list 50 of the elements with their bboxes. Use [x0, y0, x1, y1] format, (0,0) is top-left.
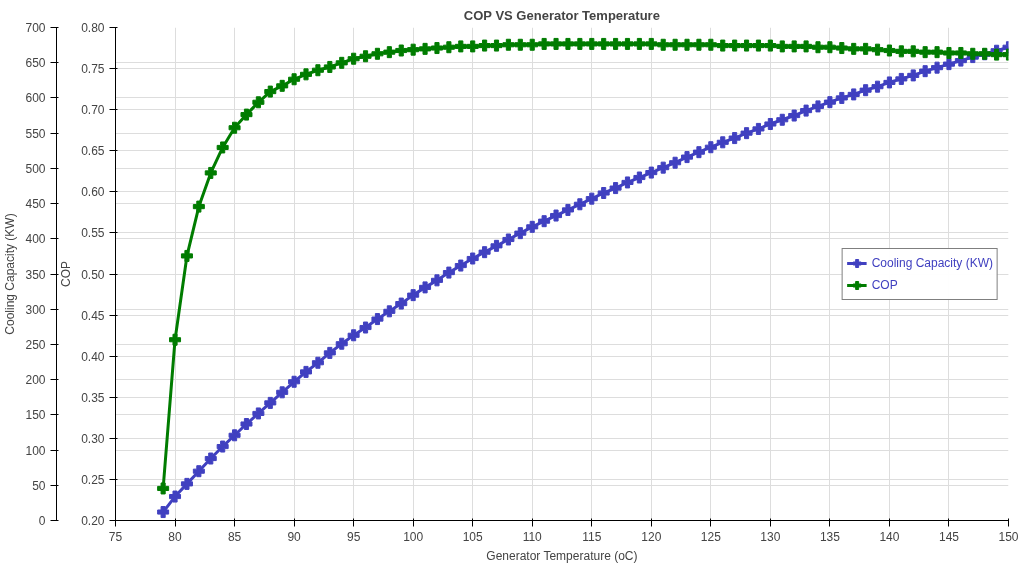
y2-tick-label: 0.45 [81, 308, 105, 323]
y2-axis-title: COP [59, 260, 74, 287]
y-tick-label: 200 [25, 373, 46, 388]
y-tick-label: 650 [25, 56, 46, 71]
x-tick-label: 135 [819, 529, 841, 544]
y-tick-label: 550 [25, 126, 46, 141]
y-tick-label: 0 [38, 514, 46, 528]
y-tick-label: 450 [25, 197, 46, 212]
y2-tick-label: 0.80 [81, 21, 105, 35]
x-tick-label: 115 [582, 529, 602, 544]
y-tick-label: 300 [25, 302, 46, 317]
y-tick-label: 100 [25, 443, 46, 458]
y2-tick-label: 0.65 [81, 144, 105, 159]
y-tick-label: 500 [25, 161, 46, 176]
y-tick-label: 350 [25, 267, 46, 282]
y2-tick-label: 0.75 [81, 62, 105, 77]
y2-tick-label: 0.60 [81, 185, 105, 200]
y2-tick-label: 0.35 [81, 390, 105, 405]
y2-tick-label: 0.30 [81, 431, 105, 446]
x-tick-label: 85 [227, 529, 242, 544]
y2-tick-label: 0.55 [81, 226, 105, 241]
y2-tick-label: 0.20 [81, 514, 105, 528]
x-tick-label: 110 [522, 529, 543, 544]
y-tick-label: 700 [25, 21, 46, 35]
y-tick-label: 400 [25, 232, 46, 247]
x-tick-label: 100 [403, 529, 424, 544]
x-tick-label: 105 [462, 529, 484, 544]
x-tick-label: 125 [700, 529, 722, 544]
x-tick-label: 80 [168, 529, 183, 544]
y2-tick-label: 0.40 [81, 349, 105, 364]
x-tick-label: 150 [998, 529, 1019, 544]
legend-label: COP [871, 277, 898, 292]
x-tick-label: 120 [641, 529, 662, 544]
x-tick-label: 95 [346, 529, 361, 544]
x-axis-title: Generator Temperature (oC) [486, 548, 638, 563]
y2-tick-label: 0.50 [81, 267, 105, 282]
x-tick-label: 145 [938, 529, 960, 544]
chart-title: COP VS Generator Temperature [463, 7, 660, 23]
legend-label: Cooling Capacity (KW) [871, 255, 993, 270]
y-axis-title: Cooling Capacity (KW) [3, 213, 18, 335]
x-tick-label: 90 [287, 529, 302, 544]
y-tick-label: 150 [25, 408, 46, 423]
y2-tick-label: 0.70 [81, 103, 105, 118]
y-tick-label: 50 [32, 478, 46, 493]
x-tick-label: 75 [108, 529, 123, 544]
y-tick-label: 250 [25, 337, 46, 352]
x-tick-label: 130 [760, 529, 781, 544]
y2-tick-label: 0.25 [81, 472, 105, 487]
x-tick-label: 140 [879, 529, 900, 544]
y-tick-label: 600 [25, 91, 46, 106]
